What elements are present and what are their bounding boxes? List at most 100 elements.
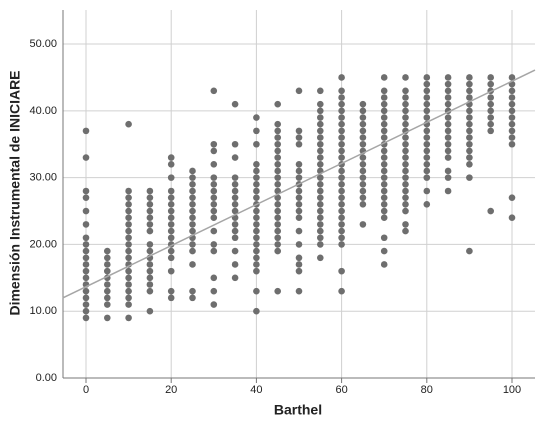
point [125,227,132,235]
point [316,87,324,95]
point [231,174,239,181]
point [274,160,282,168]
point [210,140,218,148]
point [210,160,218,168]
point [295,140,303,148]
point [146,281,154,288]
point [423,87,431,95]
point [508,114,516,121]
point [125,194,132,201]
point [189,187,196,195]
point [380,94,388,101]
point [274,174,282,181]
point [466,94,473,101]
point [444,87,452,95]
point [210,207,218,215]
point [338,214,345,222]
point [253,247,260,255]
point [380,174,388,181]
point [466,247,473,255]
point [295,87,303,95]
point [125,267,132,275]
point [146,287,154,295]
point [210,247,218,255]
point [466,107,473,115]
point [167,187,175,195]
point [146,214,154,222]
point [274,127,282,135]
point [82,294,90,302]
point [316,160,324,168]
point [444,187,452,195]
point [423,167,431,175]
point [402,134,409,141]
point [167,221,175,228]
point [274,120,282,128]
point [423,94,431,101]
point [125,301,132,308]
point [295,207,303,215]
point [402,140,409,148]
point [402,120,409,128]
point [423,127,431,135]
point [338,140,345,148]
point [125,234,132,242]
point [444,94,452,101]
point [125,314,132,322]
point [231,227,239,235]
point [338,174,345,181]
point [82,261,90,268]
point [167,267,175,275]
point [253,254,260,262]
point [508,94,516,101]
point [167,174,175,181]
fit-line [62,69,536,299]
point [82,307,90,315]
point [125,214,132,222]
point [253,187,260,195]
point [189,201,196,208]
point [338,147,345,155]
x-axis-title: Barthel [274,402,322,418]
point [104,267,111,275]
point [189,221,196,228]
point [253,181,260,188]
point [466,120,473,128]
point [167,154,175,161]
point [423,187,431,195]
point [125,254,132,262]
point [423,74,431,81]
point [359,100,367,108]
point [338,207,345,215]
point [402,107,409,115]
point [380,147,388,155]
point [402,154,409,161]
point [125,287,132,295]
point [338,87,345,95]
point [466,147,473,155]
point [466,127,473,135]
point [125,120,132,128]
point [274,154,282,161]
point [487,74,494,81]
point [189,207,196,215]
point [380,134,388,141]
point [82,267,90,275]
point [316,147,324,155]
point [295,160,303,168]
point [338,287,345,295]
point [338,134,345,141]
point [338,127,345,135]
point [189,294,196,302]
point [295,227,303,235]
point [423,174,431,181]
point [231,140,239,148]
point [82,314,90,322]
point [380,87,388,95]
point [316,201,324,208]
point [82,194,90,201]
point [338,181,345,188]
point [295,241,303,248]
